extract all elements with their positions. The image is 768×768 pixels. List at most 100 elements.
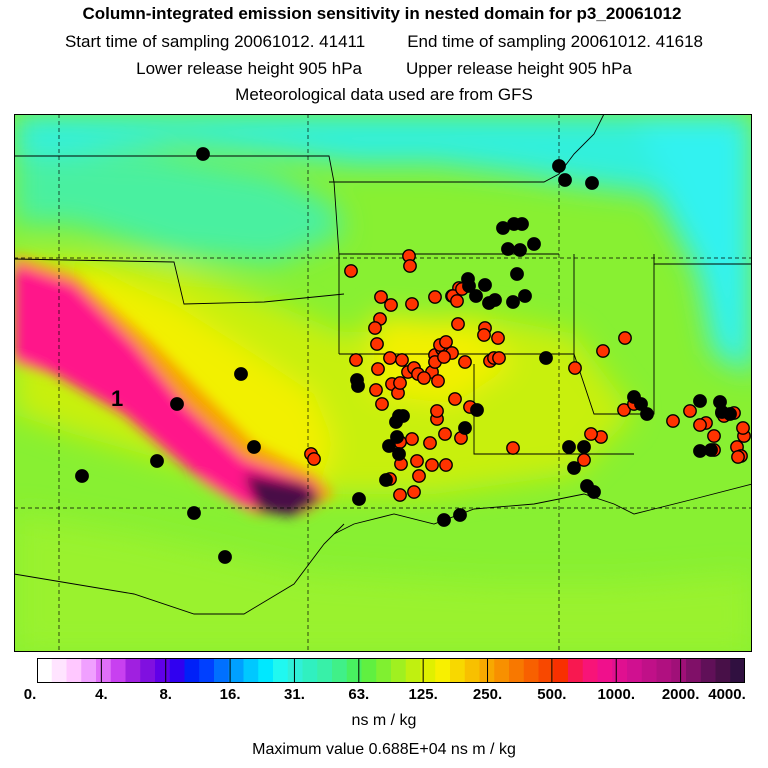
station-marker-red xyxy=(405,432,419,446)
station-marker-red xyxy=(693,418,707,432)
station-marker-black xyxy=(527,237,541,251)
station-marker-red xyxy=(405,297,419,311)
station-marker-red xyxy=(736,421,750,435)
colorbar-swatch xyxy=(110,658,126,683)
station-marker-black xyxy=(437,513,451,527)
station-marker-red xyxy=(344,264,358,278)
colorbar-swatch xyxy=(184,658,200,683)
colorbar-swatch xyxy=(715,658,731,683)
station-marker-red xyxy=(403,259,417,273)
colorbar-swatch xyxy=(214,658,230,683)
met-data-label: Meteorological data used are from GFS xyxy=(235,85,533,104)
colorbar-swatch xyxy=(405,658,421,683)
colorbar-swatch xyxy=(656,658,672,683)
station-marker-black xyxy=(379,473,393,487)
station-marker-red xyxy=(395,353,409,367)
station-marker-red xyxy=(375,397,389,411)
station-marker-red xyxy=(458,355,472,369)
colorbar-swatch xyxy=(361,658,377,683)
station-marker-red xyxy=(393,376,407,390)
graticule xyxy=(14,114,752,652)
colorbar-swatch xyxy=(450,658,466,683)
colorbar-swatch xyxy=(273,658,289,683)
colorbar-tick-label: 0. xyxy=(23,686,37,703)
station-marker-black xyxy=(382,439,396,453)
station-marker-black xyxy=(585,176,599,190)
colorbar-swatch xyxy=(523,658,539,683)
station-marker-black xyxy=(396,409,410,423)
colorbar-swatch xyxy=(568,658,584,683)
station-marker-black xyxy=(513,243,527,257)
station-marker-red xyxy=(383,351,397,365)
colorbar-swatch xyxy=(96,658,112,683)
colorbar-swatch xyxy=(641,658,657,683)
station-marker-red xyxy=(371,362,385,376)
upper-height-label: Upper release height 905 hPa xyxy=(406,59,632,78)
plume-label: 1 xyxy=(111,386,123,411)
station-marker-red xyxy=(412,469,426,483)
station-marker-red xyxy=(584,427,598,441)
station-marker-red xyxy=(369,383,383,397)
colorbar-swatch xyxy=(346,658,362,683)
station-marker-black xyxy=(150,454,164,468)
station-marker-black xyxy=(723,407,737,421)
colorbar-swatch xyxy=(435,658,451,683)
colorbar xyxy=(37,658,745,683)
station-marker-black xyxy=(482,296,496,310)
station-marker-black xyxy=(453,508,467,522)
station-marker-red xyxy=(407,485,421,499)
station-marker-black xyxy=(577,440,591,454)
station-marker-red xyxy=(448,392,462,406)
station-marker-red xyxy=(417,371,431,385)
colorbar-tick-label: 4. xyxy=(95,686,108,703)
station-marker-black xyxy=(234,367,248,381)
colorbar-swatch xyxy=(686,658,702,683)
station-marker-red xyxy=(438,427,452,441)
colorbar-swatch xyxy=(627,658,643,683)
station-marker-red xyxy=(596,344,610,358)
colorbar-tick-label: 63. xyxy=(348,686,370,703)
station-markers xyxy=(75,147,751,564)
station-marker-black xyxy=(552,159,566,173)
colorbar-swatch xyxy=(538,658,554,683)
colorbar-swatch xyxy=(597,658,613,683)
station-marker-black xyxy=(462,279,476,293)
colorbar-swatch xyxy=(700,658,716,683)
colorbar-swatch xyxy=(391,658,407,683)
station-marker-red xyxy=(374,290,388,304)
maximum-value-label: Maximum value 0.688E+04 ns m / kg xyxy=(252,741,516,758)
station-marker-red xyxy=(437,350,451,364)
colorbar-tick-label: 31. xyxy=(284,686,305,703)
sensitivity-map: 1 xyxy=(14,114,752,652)
station-marker-red xyxy=(370,337,384,351)
colorbar-swatch xyxy=(509,658,525,683)
station-marker-red xyxy=(451,317,465,331)
colorbar-swatch xyxy=(37,658,53,683)
station-marker-red xyxy=(428,290,442,304)
colorbar-swatch xyxy=(332,658,348,683)
colorbar-swatch xyxy=(494,658,510,683)
station-marker-red xyxy=(439,458,453,472)
station-marker-red xyxy=(423,436,437,450)
station-marker-red xyxy=(666,414,680,428)
colorbar-swatch xyxy=(125,658,141,683)
station-marker-red xyxy=(450,294,464,308)
station-marker-red xyxy=(707,429,721,443)
station-marker-black xyxy=(640,407,654,421)
station-marker-black xyxy=(196,147,210,161)
station-marker-black xyxy=(515,217,529,231)
colorbar-tick-label: 500. xyxy=(537,686,567,703)
station-marker-black xyxy=(501,242,515,256)
station-marker-red xyxy=(617,403,631,417)
colorbar-swatch xyxy=(51,658,67,683)
colorbar-swatch xyxy=(582,658,598,683)
colorbar-tick-label: 250. xyxy=(472,686,503,703)
station-marker-black xyxy=(704,443,718,457)
station-marker-black xyxy=(478,278,492,292)
colorbar-swatch xyxy=(376,658,392,683)
station-marker-black xyxy=(218,550,232,564)
colorbar-swatch xyxy=(258,658,274,683)
colorbar-swatch xyxy=(66,658,82,683)
colorbar-tick-label: 1000. xyxy=(597,686,636,703)
colorbar-swatch xyxy=(553,658,569,683)
